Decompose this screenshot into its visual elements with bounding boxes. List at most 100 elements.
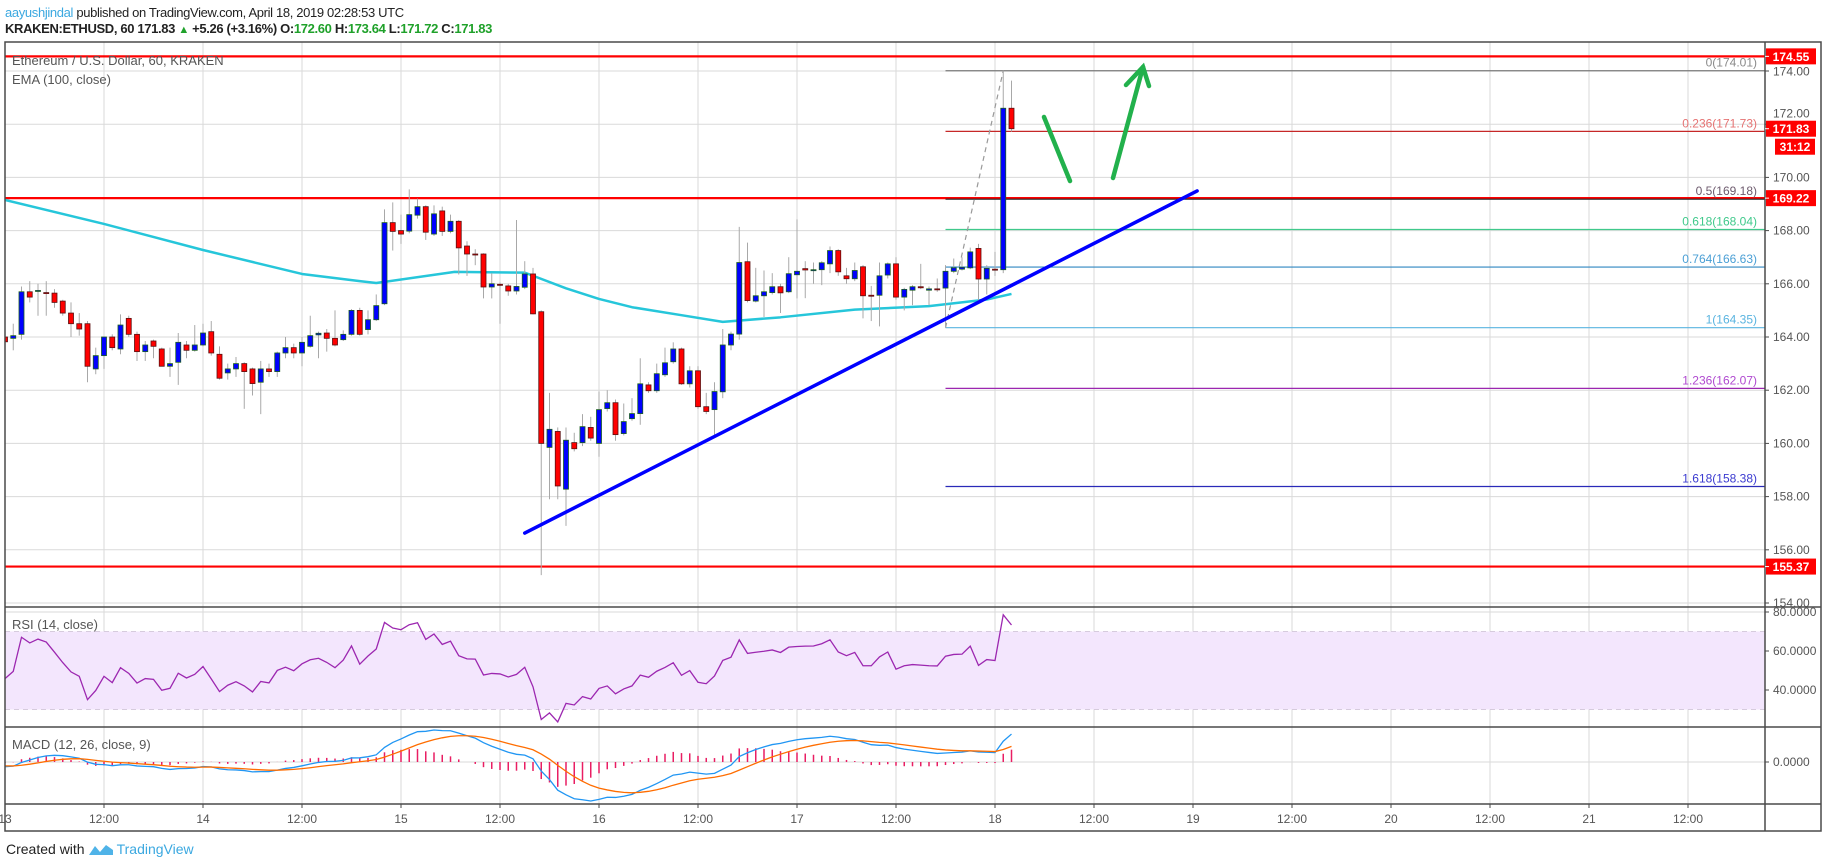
candle[interactable]	[563, 427, 569, 526]
candle[interactable]	[257, 360, 264, 415]
candle[interactable]	[917, 263, 924, 290]
candle[interactable]	[323, 329, 330, 352]
candle[interactable]	[538, 310, 545, 576]
candle[interactable]	[249, 367, 256, 396]
candle[interactable]	[282, 337, 289, 359]
candle[interactable]	[216, 346, 223, 380]
candle[interactable]	[299, 337, 305, 367]
candle[interactable]	[1000, 70, 1007, 274]
candle[interactable]	[678, 347, 685, 385]
candle[interactable]	[18, 286, 25, 340]
candle[interactable]	[356, 307, 363, 336]
candle[interactable]	[200, 323, 206, 347]
candle[interactable]	[546, 392, 553, 500]
candle[interactable]	[893, 257, 899, 300]
candle[interactable]	[480, 253, 487, 299]
candle[interactable]	[505, 283, 512, 296]
candle[interactable]	[274, 351, 281, 377]
candle[interactable]	[860, 265, 866, 319]
candle[interactable]	[653, 363, 660, 393]
candle[interactable]	[117, 314, 124, 355]
annotation-arrows[interactable]	[1041, 62, 1152, 184]
candle[interactable]	[414, 198, 421, 219]
candle[interactable]	[59, 299, 66, 316]
tradingview-link[interactable]: TradingView	[116, 841, 194, 857]
ema-legend[interactable]: EMA (100, close)	[12, 72, 111, 87]
candle[interactable]	[422, 205, 429, 240]
candle[interactable]	[884, 262, 891, 279]
candle[interactable]	[983, 265, 990, 295]
candle[interactable]	[447, 214, 454, 234]
candle[interactable]	[3, 329, 8, 345]
candle[interactable]	[868, 285, 875, 322]
candle[interactable]	[818, 261, 825, 286]
candle[interactable]	[472, 249, 479, 266]
candle[interactable]	[620, 403, 627, 436]
candle[interactable]	[101, 336, 107, 369]
candle[interactable]	[68, 302, 74, 338]
candle[interactable]	[851, 262, 858, 282]
green-up-arrow-icon[interactable]	[1110, 64, 1146, 181]
candle[interactable]	[455, 219, 462, 275]
candle[interactable]	[266, 363, 272, 377]
candle[interactable]	[158, 347, 165, 367]
candle[interactable]	[769, 273, 776, 295]
candle[interactable]	[373, 294, 380, 322]
candle[interactable]	[703, 392, 710, 415]
candle[interactable]	[175, 333, 182, 385]
candle[interactable]	[521, 261, 528, 290]
candle[interactable]	[612, 399, 619, 441]
candle[interactable]	[810, 262, 817, 284]
candle[interactable]	[686, 366, 693, 388]
candle[interactable]	[76, 313, 83, 336]
candle[interactable]	[35, 283, 41, 316]
rsi-legend[interactable]: RSI (14, close)	[12, 617, 98, 632]
candle[interactable]	[959, 257, 965, 271]
candle[interactable]	[307, 315, 314, 348]
candle[interactable]	[711, 382, 718, 436]
candle[interactable]	[150, 339, 157, 359]
author-link[interactable]: aayushjindal	[5, 5, 74, 20]
candle[interactable]	[934, 278, 941, 292]
candle[interactable]	[967, 247, 974, 270]
candle[interactable]	[950, 258, 957, 274]
candle[interactable]	[571, 432, 578, 452]
candle[interactable]	[439, 206, 446, 236]
candle[interactable]	[604, 390, 611, 412]
candle[interactable]	[670, 342, 677, 364]
candle[interactable]	[909, 285, 916, 306]
ema-100-line[interactable]	[5, 198, 1012, 324]
candle[interactable]	[340, 330, 347, 341]
price-pane[interactable]: 0(174.01) 0.236(171.73) 0.5(169.18) 0.618(1…	[3, 55, 1766, 576]
candle[interactable]	[975, 243, 982, 302]
candle[interactable]	[662, 347, 668, 377]
macd-pane[interactable]	[5, 729, 1013, 802]
candle[interactable]	[233, 356, 239, 377]
candle[interactable]	[926, 286, 932, 306]
candle[interactable]	[381, 209, 388, 306]
candle[interactable]	[290, 343, 297, 359]
candle[interactable]	[241, 362, 248, 409]
candle[interactable]	[51, 289, 58, 308]
macd-line[interactable]	[5, 729, 1012, 802]
candle[interactable]	[488, 273, 495, 299]
trendline[interactable]	[523, 189, 1199, 535]
candle[interactable]	[802, 261, 809, 299]
candle[interactable]	[785, 257, 792, 294]
candle[interactable]	[92, 347, 99, 375]
candle[interactable]	[142, 340, 149, 361]
candle[interactable]	[596, 391, 602, 457]
candle[interactable]	[26, 281, 33, 303]
candle[interactable]	[736, 226, 743, 340]
candle[interactable]	[794, 219, 800, 299]
candle[interactable]	[579, 414, 586, 447]
rsi-line[interactable]	[5, 613, 1013, 724]
candle[interactable]	[876, 262, 883, 327]
candle[interactable]	[183, 340, 190, 359]
candle[interactable]	[761, 270, 767, 318]
candle[interactable]	[431, 205, 437, 236]
candle[interactable]	[191, 325, 198, 352]
candle[interactable]	[695, 366, 701, 409]
candle[interactable]	[208, 321, 215, 356]
